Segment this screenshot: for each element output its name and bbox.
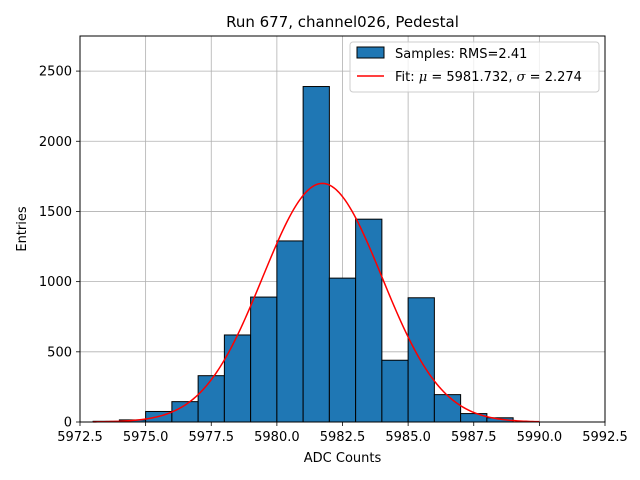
x-tick-label: 5982.5 — [320, 430, 366, 445]
histogram-bar — [433, 394, 462, 423]
x-axis: 5972.5 5975.0 5977.5 5980.0 5982.5 5985.0 5987… — [57, 422, 628, 445]
legend-samples-label: Samples: RMS=2.41 — [395, 47, 527, 62]
histogram-bar — [276, 240, 304, 423]
x-tick-label: 5972.5 — [57, 430, 103, 445]
histogram-bar — [302, 86, 330, 423]
legend-fit-prefix: Fit: — [395, 70, 419, 85]
x-tick-label: 5985.0 — [385, 430, 431, 445]
x-tick-label: 5977.5 — [189, 430, 235, 445]
y-axis: 0 500 1000 1500 2000 2500 — [39, 65, 80, 431]
histogram-bar — [250, 296, 278, 423]
histogram-bar — [223, 334, 252, 423]
x-tick-label: 5975.0 — [123, 430, 169, 445]
chart-title: Run 677, channel026, Pedestal — [226, 13, 459, 31]
legend: Samples: RMS=2.41 Fit: μ = 5981.732, σ =… — [349, 41, 600, 93]
legend-fit-sigma-symbol: σ — [517, 70, 527, 85]
x-axis-label: ADC Counts — [304, 451, 382, 466]
fit-curve — [93, 182, 540, 423]
histogram-bar — [328, 277, 357, 423]
legend-samples-swatch — [356, 46, 385, 59]
legend-fit-sigma-text: = 2.274 — [526, 70, 582, 85]
legend-fit-mu-text: = 5981.732, — [427, 70, 516, 85]
y-tick-label: 1500 — [39, 205, 72, 220]
x-tick-label: 5992.5 — [582, 430, 628, 445]
y-tick-label: 2500 — [39, 65, 72, 80]
histogram-bar — [381, 359, 409, 423]
histogram-bar — [197, 375, 225, 423]
y-axis-label: Entries — [15, 206, 30, 252]
histogram-bar — [355, 218, 383, 423]
x-tick-label: 5990.0 — [517, 430, 563, 445]
histogram-bar — [407, 297, 435, 423]
x-tick-label: 5987.5 — [451, 430, 497, 445]
legend-fit-mu-symbol: μ — [419, 70, 427, 85]
y-tick-label: 0 — [64, 416, 72, 431]
y-tick-label: 2000 — [39, 135, 72, 150]
legend-box — [349, 41, 600, 93]
y-tick-label: 500 — [47, 345, 72, 360]
y-tick-label: 1000 — [39, 275, 72, 290]
legend-fit-label: Fit: μ = 5981.732, σ = 2.274 — [395, 70, 582, 85]
x-tick-label: 5980.0 — [254, 430, 300, 445]
fit-curve-layer — [93, 182, 540, 423]
